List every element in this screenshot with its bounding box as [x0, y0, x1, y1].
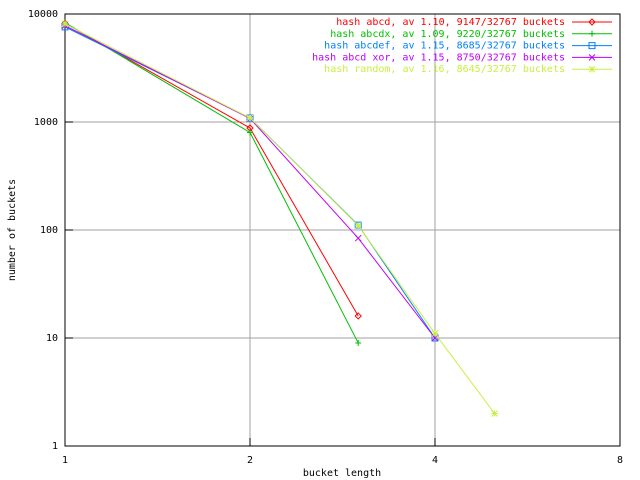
y-tick-label: 1000 — [34, 117, 58, 128]
data-point — [354, 222, 362, 229]
data-point — [354, 312, 362, 320]
legend-label: hash abcd, av 1.10, 9147/32767 buckets — [336, 17, 565, 28]
data-point — [491, 410, 498, 417]
x-tick-label: 1 — [62, 455, 68, 466]
legend-marker — [588, 42, 596, 50]
series-line — [64, 22, 359, 317]
y-tick-label: 100 — [40, 225, 58, 236]
legend-marker — [588, 65, 596, 73]
y-axis-label: number of buckets — [7, 179, 18, 281]
legend-label: hash random, av 1.16, 8645/32767 buckets — [324, 64, 565, 75]
data-point — [61, 20, 69, 28]
series-line — [64, 23, 495, 414]
data-point — [354, 234, 362, 242]
y-tick-label: 1 — [52, 441, 58, 452]
legend-marker — [589, 30, 595, 37]
legend-label: hash abcdef, av 1.15, 8685/32767 buckets — [324, 41, 565, 52]
series-line — [64, 25, 436, 339]
y-tick-label: 10 — [46, 333, 58, 344]
series-line — [64, 22, 359, 344]
data-point — [247, 129, 253, 136]
legend-label: hash abcd xor, av 1.15, 8750/32767 bucke… — [312, 52, 565, 63]
plot-frame — [64, 13, 621, 447]
legend-marker — [588, 54, 596, 61]
data-point — [355, 339, 362, 346]
legend-label: hash abcdx, av 1.09, 9220/32767 buckets — [330, 29, 565, 40]
x-tick-label: 8 — [617, 455, 623, 466]
data-point — [246, 114, 254, 122]
x-tick-label: 4 — [432, 455, 438, 466]
legend-marker — [588, 18, 596, 26]
x-axis-label: bucket length — [303, 468, 381, 479]
data-point — [431, 330, 439, 337]
x-tick-label: 2 — [247, 455, 253, 466]
y-tick-label: 10000 — [28, 9, 58, 20]
